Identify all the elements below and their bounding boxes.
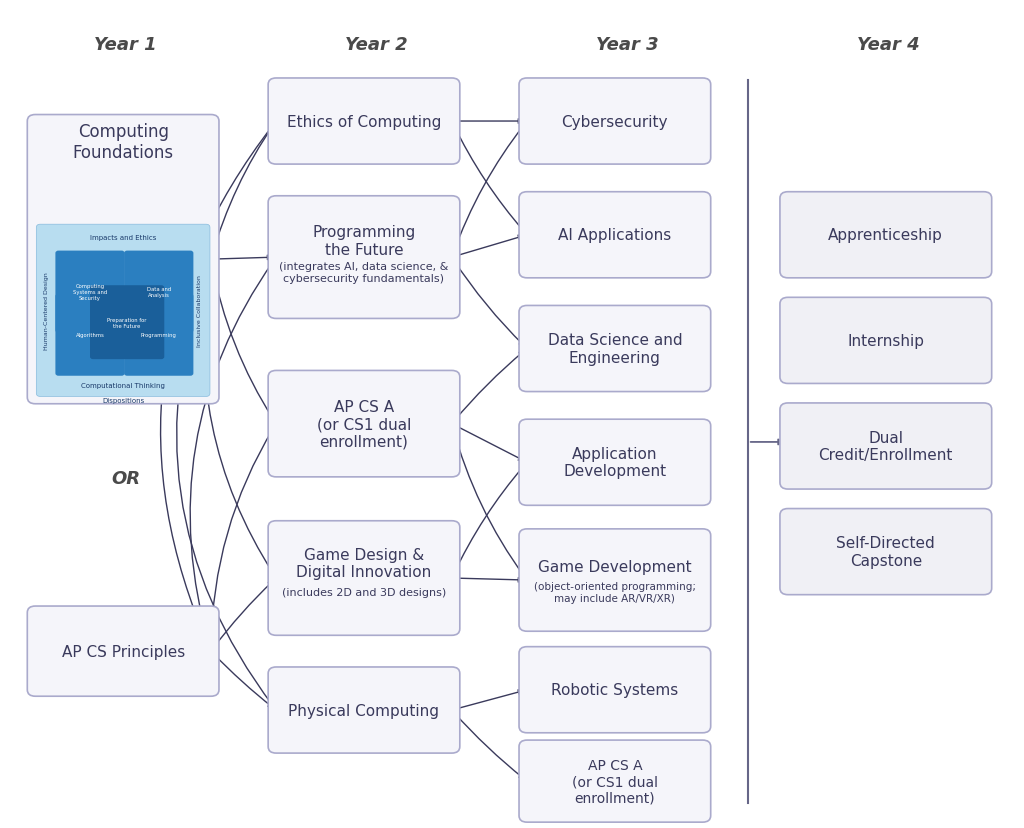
- FancyBboxPatch shape: [780, 403, 991, 489]
- Text: (includes 2D and 3D designs): (includes 2D and 3D designs): [282, 587, 446, 597]
- Text: Apprenticeship: Apprenticeship: [828, 228, 943, 243]
- Text: Computing
Foundations: Computing Foundations: [73, 240, 174, 279]
- FancyBboxPatch shape: [28, 115, 219, 404]
- Text: (object-oriented programming;
may include AR/VR/XR): (object-oriented programming; may includ…: [534, 581, 696, 603]
- Text: AP CS A
(or CS1 dual
enrollment): AP CS A (or CS1 dual enrollment): [571, 758, 657, 804]
- FancyBboxPatch shape: [519, 740, 711, 822]
- Text: Robotic Systems: Robotic Systems: [551, 682, 679, 697]
- FancyBboxPatch shape: [519, 192, 711, 278]
- Text: Computational Thinking: Computational Thinking: [81, 382, 165, 388]
- FancyBboxPatch shape: [519, 79, 711, 165]
- FancyBboxPatch shape: [780, 509, 991, 595]
- FancyBboxPatch shape: [519, 647, 711, 733]
- Text: Impacts and Ethics: Impacts and Ethics: [90, 234, 157, 241]
- FancyBboxPatch shape: [780, 298, 991, 384]
- FancyBboxPatch shape: [90, 286, 164, 359]
- FancyBboxPatch shape: [268, 521, 460, 636]
- FancyBboxPatch shape: [268, 196, 460, 319]
- Text: Ethics of Computing: Ethics of Computing: [287, 114, 441, 129]
- Text: Application
Development: Application Development: [563, 446, 667, 479]
- Text: Preparation for
the Future: Preparation for the Future: [108, 317, 146, 328]
- Text: Self-Directed
Capstone: Self-Directed Capstone: [837, 536, 935, 568]
- Text: AP CS Principles: AP CS Principles: [61, 644, 184, 659]
- FancyBboxPatch shape: [124, 251, 194, 333]
- Text: Year 2: Year 2: [345, 36, 408, 54]
- Text: Computing
Foundations: Computing Foundations: [73, 123, 174, 161]
- Text: Data and
Analysis: Data and Analysis: [146, 286, 171, 297]
- Text: Year 3: Year 3: [596, 36, 658, 54]
- Text: (integrates AI, data science, &
cybersecurity fundamentals): (integrates AI, data science, & cybersec…: [280, 262, 449, 283]
- Text: AI Applications: AI Applications: [558, 228, 672, 243]
- Text: Data Science and
Engineering: Data Science and Engineering: [548, 333, 682, 365]
- Text: Computing
Systems and
Security: Computing Systems and Security: [73, 284, 108, 301]
- Text: Algorithms: Algorithms: [76, 333, 104, 338]
- FancyBboxPatch shape: [519, 529, 711, 632]
- Text: Game Development: Game Development: [538, 560, 691, 575]
- Text: Dual
Credit/Enrollment: Dual Credit/Enrollment: [818, 431, 953, 463]
- Text: Programming
the Future: Programming the Future: [312, 225, 416, 258]
- Text: AP CS A
(or CS1 dual
enrollment): AP CS A (or CS1 dual enrollment): [316, 399, 412, 449]
- FancyBboxPatch shape: [268, 79, 460, 165]
- FancyBboxPatch shape: [36, 225, 210, 397]
- Text: Year 4: Year 4: [857, 36, 920, 54]
- FancyBboxPatch shape: [124, 294, 194, 376]
- Text: Inclusive Collaboration: Inclusive Collaboration: [198, 275, 203, 347]
- FancyBboxPatch shape: [519, 306, 711, 392]
- FancyBboxPatch shape: [268, 371, 460, 477]
- FancyBboxPatch shape: [519, 420, 711, 506]
- FancyBboxPatch shape: [55, 294, 125, 376]
- Text: Year 1: Year 1: [94, 36, 157, 54]
- FancyBboxPatch shape: [268, 667, 460, 753]
- FancyBboxPatch shape: [55, 251, 125, 333]
- Text: Internship: Internship: [847, 334, 925, 349]
- Text: Human-Centered Design: Human-Centered Design: [44, 272, 49, 349]
- Text: Dispositions: Dispositions: [102, 397, 144, 404]
- FancyBboxPatch shape: [28, 606, 219, 696]
- Text: Cybersecurity: Cybersecurity: [561, 114, 668, 129]
- FancyBboxPatch shape: [780, 192, 991, 278]
- Text: OR: OR: [111, 470, 140, 488]
- Text: Game Design &
Digital Innovation: Game Design & Digital Innovation: [296, 547, 431, 580]
- Text: Programming: Programming: [141, 333, 177, 338]
- Text: Physical Computing: Physical Computing: [289, 703, 439, 718]
